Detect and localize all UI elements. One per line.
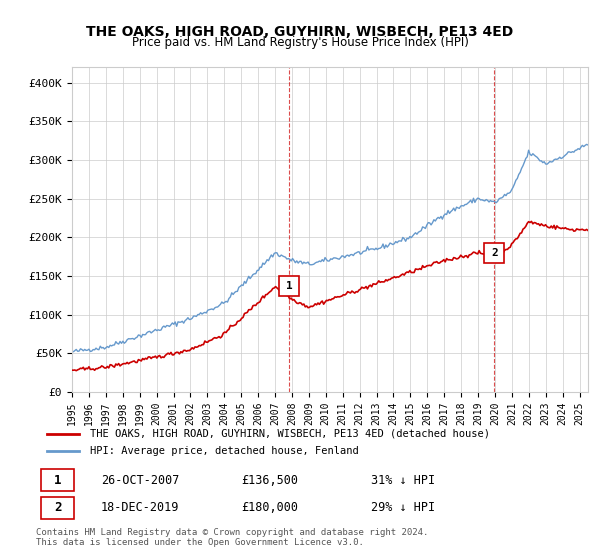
Text: 18-DEC-2019: 18-DEC-2019 [101, 501, 179, 514]
Text: THE OAKS, HIGH ROAD, GUYHIRN, WISBECH, PE13 4ED (detached house): THE OAKS, HIGH ROAD, GUYHIRN, WISBECH, P… [90, 429, 490, 439]
Text: 26-OCT-2007: 26-OCT-2007 [101, 474, 179, 487]
Text: 31% ↓ HPI: 31% ↓ HPI [371, 474, 435, 487]
Text: 1: 1 [54, 474, 61, 487]
Text: £136,500: £136,500 [241, 474, 298, 487]
FancyBboxPatch shape [41, 497, 74, 519]
FancyBboxPatch shape [41, 469, 74, 491]
Text: Price paid vs. HM Land Registry's House Price Index (HPI): Price paid vs. HM Land Registry's House … [131, 36, 469, 49]
Text: £180,000: £180,000 [241, 501, 298, 514]
Text: 2: 2 [491, 248, 497, 258]
Text: THE OAKS, HIGH ROAD, GUYHIRN, WISBECH, PE13 4ED: THE OAKS, HIGH ROAD, GUYHIRN, WISBECH, P… [86, 25, 514, 39]
Text: HPI: Average price, detached house, Fenland: HPI: Average price, detached house, Fenl… [90, 446, 359, 456]
Text: 29% ↓ HPI: 29% ↓ HPI [371, 501, 435, 514]
Text: 2: 2 [54, 501, 61, 514]
Text: Contains HM Land Registry data © Crown copyright and database right 2024.
This d: Contains HM Land Registry data © Crown c… [36, 528, 428, 547]
Text: 1: 1 [286, 282, 292, 291]
